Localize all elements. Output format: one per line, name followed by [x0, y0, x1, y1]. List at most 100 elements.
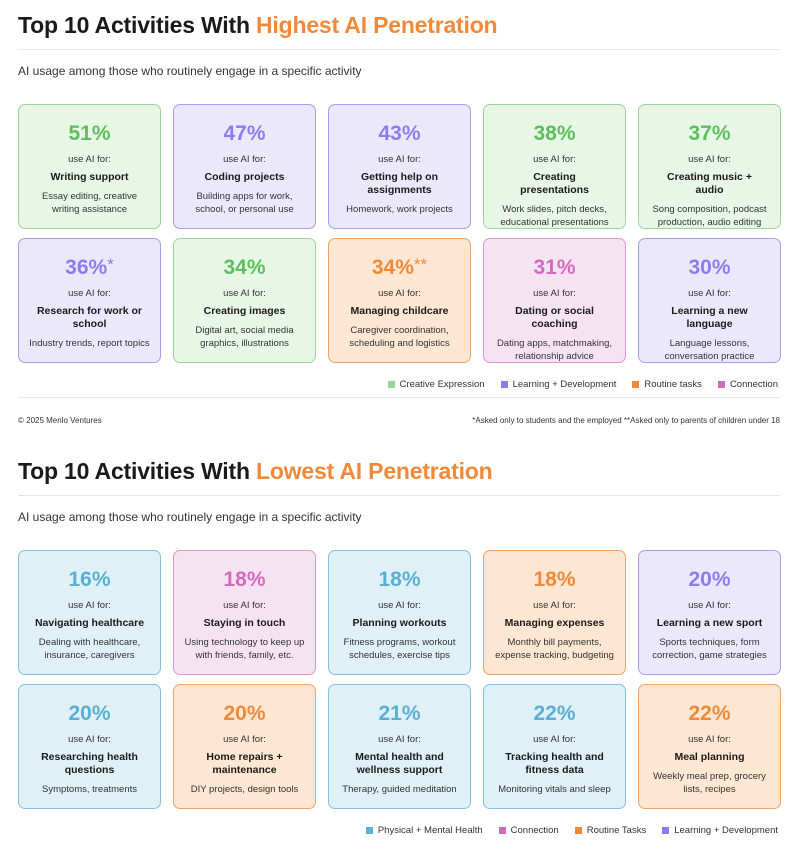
top-title-accent: Highest AI Penetration [256, 12, 498, 38]
activity-description: Digital art, social media graphics, illu… [195, 325, 294, 349]
legend-label: Connection [729, 379, 778, 390]
activity-card: 31% use AI for: Dating or social coaching D… [483, 238, 626, 363]
legend-item: Connection [498, 825, 559, 836]
percentage: 34%** [371, 255, 428, 279]
percentage: 20% [68, 702, 111, 725]
percentage: 43% [378, 122, 421, 145]
top-footer: © 2025 Menlo Ventures *Asked only to stu… [18, 416, 780, 425]
activity-description: Work slides, pitch decks, educational pr… [500, 204, 609, 228]
legend-swatch [717, 381, 725, 388]
legend-swatch [365, 827, 373, 834]
activity-description: Therapy, guided meditation [342, 784, 457, 795]
legend-label: Learning + Development [674, 825, 778, 836]
activity-description: Song composition, podcast production, au… [652, 204, 767, 228]
top-subtitle: AI usage among those who routinely engag… [18, 64, 362, 78]
activity-name: Planning workouts [352, 617, 447, 629]
activity-name: Getting help on assignments [361, 171, 438, 196]
activity-name: Creating music + audio [667, 171, 752, 196]
percentage: 18% [378, 568, 421, 591]
top-section: Top 10 Activities With Highest AI Penetr… [18, 12, 781, 432]
use-label: use AI for: [378, 288, 421, 299]
activity-name: Dating or social coaching [515, 305, 594, 330]
activity-description: DIY projects, design tools [190, 784, 299, 795]
activity-card: 20% use AI for: Home repairs + maintenance… [173, 684, 316, 809]
activity-card: 51% use AI for: Writing support Essay editi… [18, 104, 161, 229]
activity-card: 43% use AI for: Getting help on assignment… [328, 104, 471, 229]
percentage: 36%* [65, 255, 114, 279]
percentage: 30% [688, 256, 731, 279]
activity-description: Symptoms, treatments [41, 784, 138, 795]
percentage: 51% [68, 122, 111, 145]
legend-item: Creative Expression [387, 379, 485, 390]
activity-card: 36%* use AI for: Research for work or scho… [18, 238, 161, 363]
activity-card: 18% use AI for: Staying in touch Using tech… [173, 550, 316, 675]
footnote-marker: ** [413, 255, 428, 274]
percentage: 21% [378, 702, 421, 725]
use-label: use AI for: [68, 734, 111, 745]
bottom-section: Top 10 Activities With Lowest AI Penetra… [18, 458, 781, 848]
activity-description: Industry trends, report topics [29, 338, 150, 349]
activity-name: Coding projects [204, 171, 285, 183]
legend-label: Routine tasks [644, 379, 702, 390]
percentage: 38% [533, 122, 576, 145]
use-label: use AI for: [533, 288, 576, 299]
activity-card: 37% use AI for: Creating music + audio Song… [638, 104, 781, 229]
activity-description: Dating apps, matchmaking, relationship a… [496, 338, 613, 362]
activity-name: Managing childcare [350, 305, 449, 317]
use-label: use AI for: [688, 734, 731, 745]
bottom-title: Top 10 Activities With Lowest AI Penetra… [18, 458, 780, 485]
use-label: use AI for: [223, 154, 266, 165]
footnote-marker: * [107, 255, 114, 274]
activity-description: Monitoring vitals and sleep [498, 784, 611, 795]
activity-description: Language lessons, conversation practice [664, 338, 755, 362]
percentage: 22% [688, 702, 731, 725]
footnote: *Asked only to students and the employed… [472, 416, 780, 425]
percentage: 20% [223, 702, 266, 725]
legend-label: Creative Expression [399, 379, 485, 390]
use-label: use AI for: [533, 600, 576, 611]
activity-description: Caregiver coordination, scheduling and l… [349, 325, 450, 349]
activity-description: Homework, work projects [346, 204, 453, 215]
legend-swatch [387, 381, 395, 388]
use-label: use AI for: [223, 288, 266, 299]
bottom-divider [18, 495, 780, 496]
legend-swatch [500, 381, 508, 388]
percentage: 47% [223, 122, 266, 145]
use-label: use AI for: [378, 600, 421, 611]
activity-name: Creating presentations [520, 171, 589, 196]
legend-swatch [632, 381, 640, 388]
activity-card: 47% use AI for: Coding projects Building ap… [173, 104, 316, 229]
activity-description: Weekly meal prep, grocery lists, recipes [653, 771, 766, 795]
activity-name: Navigating healthcare [34, 617, 145, 629]
percentage: 31% [533, 256, 576, 279]
top-card-grid: 51% use AI for: Writing support Essay editi… [18, 104, 781, 363]
percentage: 18% [533, 568, 576, 591]
use-label: use AI for: [688, 154, 731, 165]
legend-label: Routine Tasks [586, 825, 647, 836]
percentage: 16% [68, 568, 111, 591]
bottom-card-grid: 16% use AI for: Navigating healthcare Deali… [18, 550, 781, 809]
legend-item: Connection [717, 379, 778, 390]
top-divider [18, 49, 780, 50]
activity-description: Essay editing, creative writing assistan… [41, 191, 138, 215]
bottom-subtitle: AI usage among those who routinely engag… [18, 510, 362, 524]
use-label: use AI for: [688, 600, 731, 611]
use-label: use AI for: [533, 734, 576, 745]
activity-description: Using technology to keep up with friends… [184, 637, 305, 661]
legend-label: Connection [510, 825, 559, 836]
top-title: Top 10 Activities With Highest AI Penetr… [18, 12, 780, 39]
activity-name: Home repairs + maintenance [206, 751, 283, 776]
use-label: use AI for: [223, 734, 266, 745]
use-label: use AI for: [378, 734, 421, 745]
activity-card: 34% use AI for: Creating images Digital art… [173, 238, 316, 363]
legend-label: Physical + Mental Health [377, 825, 483, 836]
top-footer-divider [18, 397, 780, 398]
activity-name: Tracking health and fitness data [505, 751, 604, 776]
activity-card: 18% use AI for: Planning workouts Fitness p… [328, 550, 471, 675]
legend-item: Learning + Development [500, 379, 616, 390]
activity-name: Staying in touch [203, 617, 286, 629]
activity-card: 22% use AI for: Meal planning Weekly meal p… [638, 684, 781, 809]
use-label: use AI for: [378, 154, 421, 165]
use-label: use AI for: [68, 154, 111, 165]
activity-card: 16% use AI for: Navigating healthcare Deali… [18, 550, 161, 675]
